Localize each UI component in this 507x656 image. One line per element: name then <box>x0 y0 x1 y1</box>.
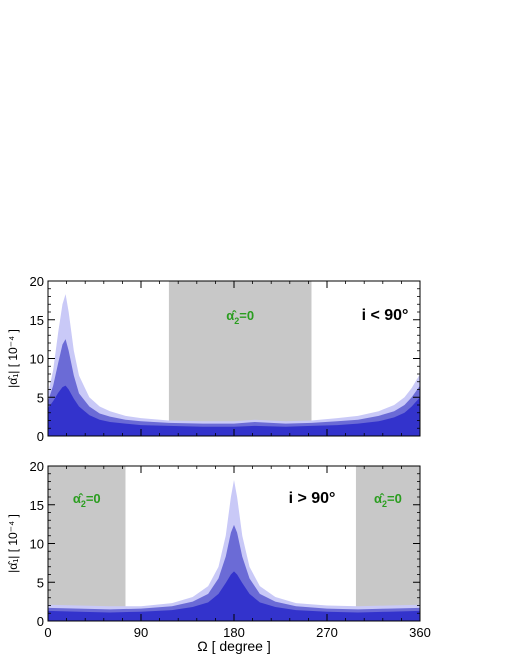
y-tick-label: 10 <box>30 352 44 367</box>
y-tick-label: 5 <box>37 575 44 590</box>
excluded-region <box>48 466 126 621</box>
y-tick-label: 5 <box>37 390 44 405</box>
y-tick-label: 10 <box>30 537 44 552</box>
x-tick-label: 180 <box>223 625 245 640</box>
y-tick-label: 20 <box>30 274 44 289</box>
excluded-region <box>168 281 312 436</box>
region-label: α̂2=0 <box>226 308 254 326</box>
panel-annotation: i > 90° <box>289 490 336 507</box>
x-axis-label: Ω [ degree ] <box>197 638 271 654</box>
region-label: α̂2=0 <box>73 491 101 509</box>
y-tick-label: 15 <box>30 498 44 513</box>
panel-top: 0 5 10 15 20 |α̂₁| [ 10⁻⁴ ] i < 90° α̂2=0 <box>6 274 421 444</box>
x-tick-label: 270 <box>316 625 338 640</box>
panel-bottom: 0 5 10 15 20 0 90 180 270 360 |α̂₁| [ 10⁻⁴ ] Ω [ de… <box>6 459 431 654</box>
series-area-2 <box>48 571 420 621</box>
y-axis-label: |α̂₁| [ 10⁻⁴ ] <box>6 329 20 388</box>
series-area-2 <box>48 385 420 436</box>
x-tick-label: 90 <box>134 625 148 640</box>
y-tick-label: 0 <box>37 429 44 444</box>
y-axis-label: |α̂₁| [ 10⁻⁴ ] <box>6 514 20 573</box>
y-tick-label: 20 <box>30 459 44 474</box>
x-tick-label: 0 <box>44 625 51 640</box>
region-label: α̂2=0 <box>374 491 402 509</box>
y-tick-label: 15 <box>30 313 44 328</box>
x-tick-label: 360 <box>409 625 431 640</box>
y-tick-label: 0 <box>37 614 44 629</box>
panel-annotation: i < 90° <box>362 307 409 324</box>
excluded-region <box>355 466 420 621</box>
